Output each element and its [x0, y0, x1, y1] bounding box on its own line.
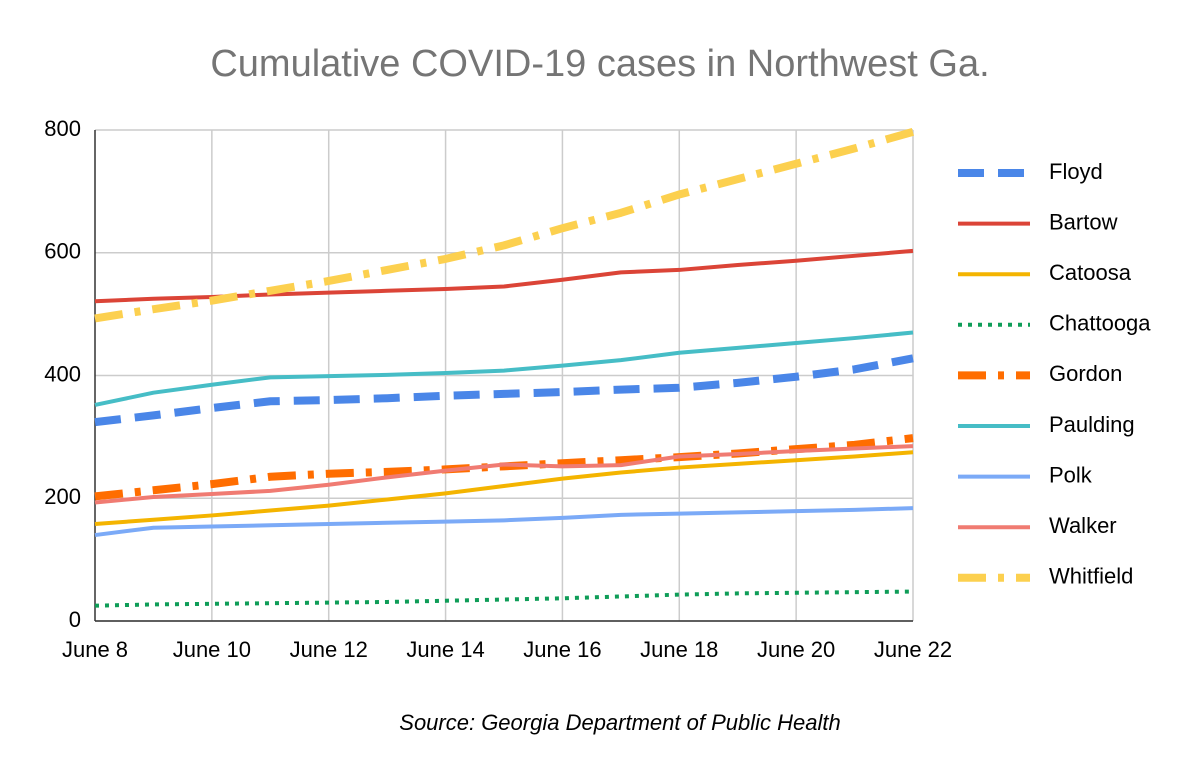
series-line	[94, 450, 914, 527]
y-tick-label: 400	[44, 361, 81, 386]
legend-label: Whitfield	[1049, 564, 1133, 589]
x-tick-label: June 16	[523, 637, 601, 662]
x-tick-label: June 18	[640, 637, 718, 662]
series-line	[94, 330, 914, 407]
y-tick-label: 200	[44, 484, 81, 509]
y-tick-label: 800	[44, 116, 81, 141]
source-note: Source: Georgia Department of Public Hea…	[399, 710, 840, 735]
series-line	[94, 248, 914, 304]
legend-label: Bartow	[1049, 209, 1118, 234]
series-line	[94, 127, 915, 323]
legend-label: Polk	[1049, 462, 1093, 487]
x-tick-label: June 22	[874, 637, 952, 662]
series-line	[94, 589, 914, 608]
x-tick-label: June 20	[757, 637, 835, 662]
x-tick-label: June 8	[62, 637, 128, 662]
y-tick-label: 600	[44, 239, 81, 264]
series-line	[94, 354, 914, 427]
x-tick-label: June 10	[173, 637, 251, 662]
x-tick-label: June 12	[290, 637, 368, 662]
y-tick-label: 0	[69, 607, 81, 632]
x-tick-label: June 14	[406, 637, 484, 662]
legend-label: Floyd	[1049, 159, 1103, 184]
series-line	[94, 506, 914, 538]
legend-label: Chattooga	[1049, 311, 1151, 336]
legend-label: Paulding	[1049, 412, 1135, 437]
legend-label: Gordon	[1049, 361, 1122, 386]
legend-label: Walker	[1049, 513, 1117, 538]
legend-label: Catoosa	[1049, 260, 1132, 285]
series-line	[94, 444, 914, 505]
chart-title: Cumulative COVID-19 cases in Northwest G…	[210, 43, 989, 85]
